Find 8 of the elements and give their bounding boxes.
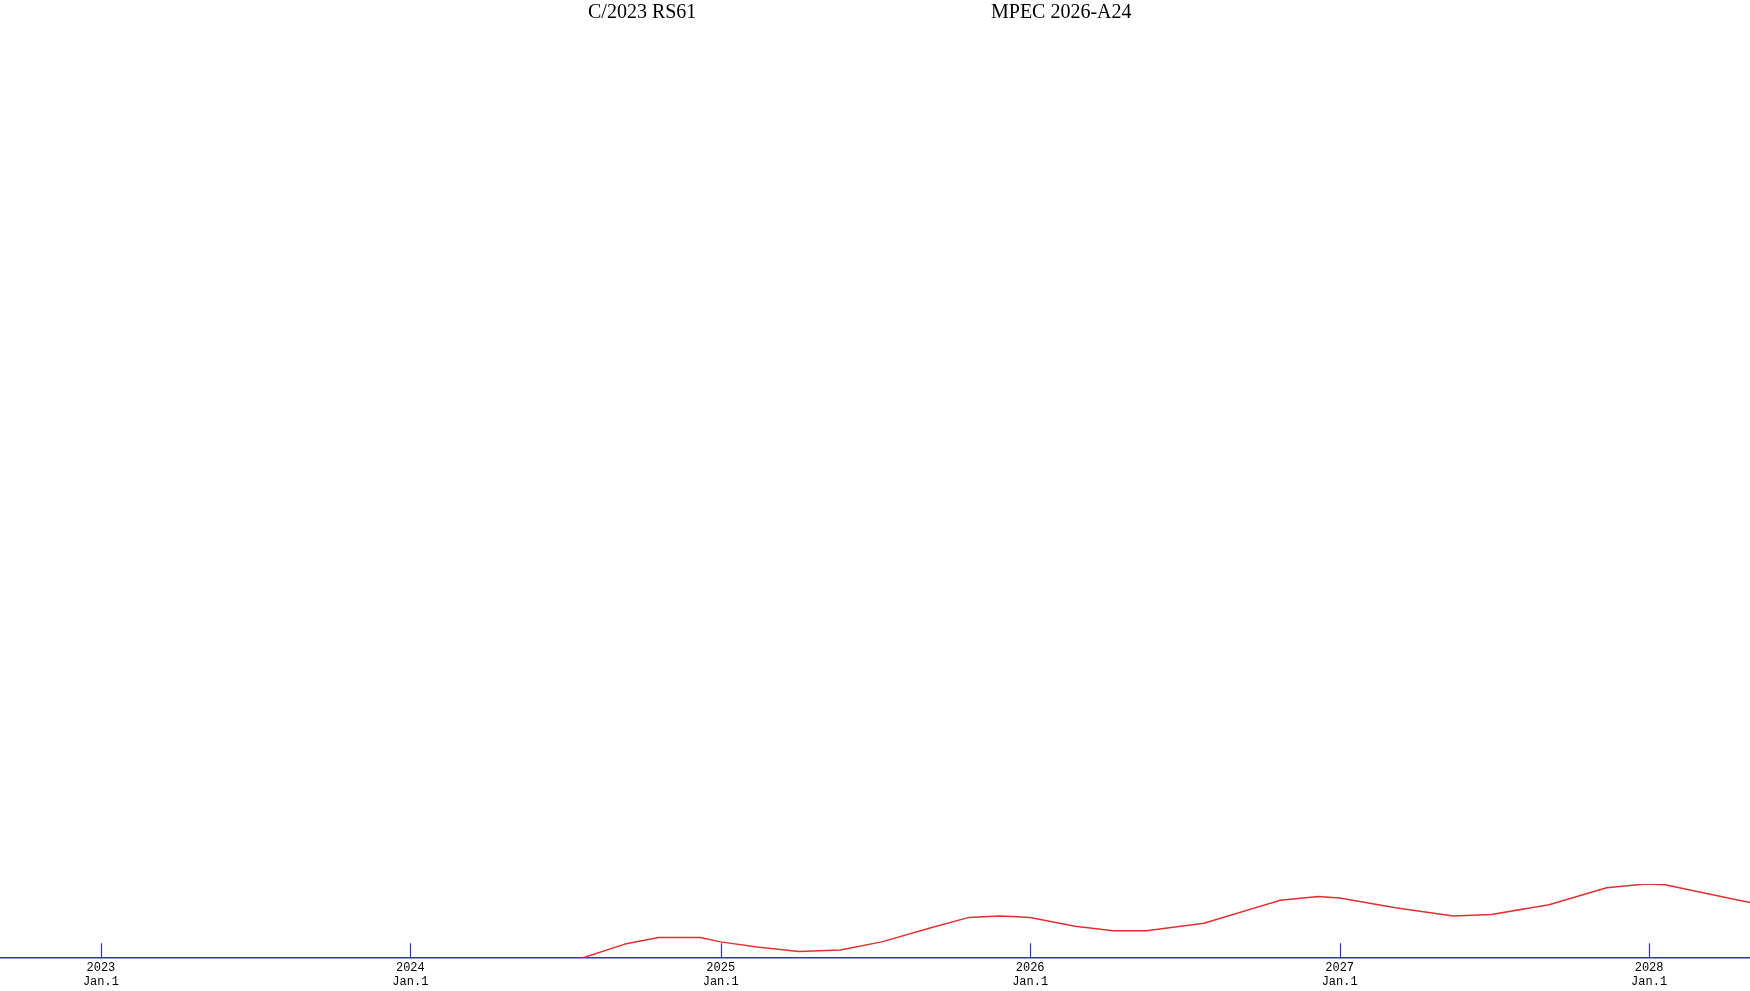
- chart-title: C/2023 RS61: [588, 0, 697, 23]
- x-tick-label: 2027 Jan.1: [1321, 960, 1358, 989]
- x-tick-label: 2026 Jan.1: [1012, 960, 1049, 989]
- x-tick-label: 2024 Jan.1: [392, 960, 429, 989]
- x-tick-label: 2028 Jan.1: [1631, 960, 1668, 989]
- x-tick-label: 2023 Jan.1: [82, 960, 119, 989]
- chart-subtitle: MPEC 2026-A24: [991, 0, 1132, 23]
- x-tick-label: 2025 Jan.1: [702, 960, 739, 989]
